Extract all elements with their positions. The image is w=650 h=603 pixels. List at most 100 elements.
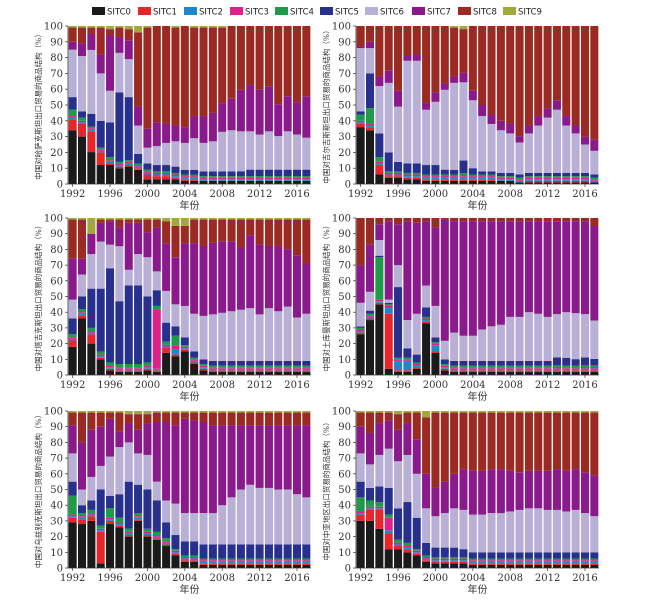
- bar-sitc0-1995: [96, 165, 105, 184]
- bar-sitc9-2001: [152, 411, 161, 413]
- bar-sitc8-2007: [496, 218, 505, 222]
- bar-sitc2-2006: [487, 177, 496, 180]
- bar-sitc1-1995: [96, 152, 105, 166]
- bar-sitc7-2001: [440, 83, 449, 90]
- bar-sitc5-1992: [68, 481, 77, 496]
- bar-sitc6-2011: [246, 131, 255, 170]
- bar-sitc4-2006: [199, 364, 208, 366]
- bar-sitc4-2007: [208, 365, 217, 368]
- bar-sitc8-2005: [190, 412, 199, 421]
- bar-sitc8-1994: [375, 218, 384, 225]
- bar-sitc7-1997: [403, 423, 412, 455]
- bar-sitc8-1992: [356, 412, 365, 427]
- bar-sitc6-1994: [375, 454, 384, 487]
- bar-sitc0-2004: [468, 180, 477, 184]
- bar-sitc7-2015: [283, 249, 292, 307]
- bar-sitc4-2012: [255, 176, 264, 178]
- bar-sitc8-2009: [515, 26, 524, 137]
- bar-sitc7-2007: [496, 469, 505, 514]
- bar-sitc6-2007: [496, 130, 505, 173]
- bar-sitc1-2003: [171, 354, 180, 357]
- bar-sitc8-1998: [412, 412, 421, 440]
- bar-sitc4-1995: [384, 514, 393, 518]
- legend-label-sitc5: SITC5: [335, 8, 359, 18]
- bar-sitc3-2016: [292, 560, 301, 562]
- bar-sitc3-2004: [468, 560, 477, 562]
- x-tick-label: 1992: [348, 189, 373, 200]
- bar-sitc5-2004: [180, 541, 189, 556]
- bar-sitc5-2015: [571, 172, 580, 177]
- bar-sitc2-2002: [450, 560, 459, 562]
- bar-sitc8-2013: [264, 219, 273, 246]
- bar-sitc3-2013: [264, 177, 273, 180]
- bar-sitc9-1992: [68, 26, 77, 28]
- bar-sitc1-1999: [422, 321, 431, 324]
- bar-sitc6-2006: [199, 142, 208, 172]
- bar-sitc3-2014: [562, 367, 571, 369]
- y-tick-label: 60: [50, 85, 63, 96]
- bar-sitc5-1992: [68, 318, 77, 335]
- x-axis-label: 年份: [468, 199, 488, 212]
- bar-sitc6-2005: [190, 313, 199, 352]
- bar-sitc6-1999: [134, 254, 143, 286]
- bar-sitc3-1996: [106, 365, 115, 368]
- bar-sitc4-2000: [143, 169, 152, 172]
- bar-sitc9-1995: [96, 411, 105, 413]
- bar-sitc3-2017: [590, 560, 599, 562]
- bar-sitc0-1993: [366, 520, 375, 568]
- bar-sitc0-2013: [552, 182, 561, 184]
- bar-sitc8-1992: [356, 26, 365, 47]
- bar-sitc3-1997: [115, 163, 124, 166]
- bar-sitc6-2014: [274, 136, 283, 170]
- bar-sitc2-1998: [412, 552, 421, 554]
- bar-sitc7-1993: [78, 43, 87, 57]
- bar-sitc0-2012: [543, 564, 552, 568]
- bar-sitc6-2003: [459, 509, 468, 550]
- bar-sitc8-1993: [366, 218, 375, 245]
- bar-sitc4-2006: [199, 558, 208, 561]
- bar-sitc1-2007: [496, 370, 505, 372]
- bar-sitc7-1992: [356, 46, 365, 49]
- bar-sitc6-2013: [552, 109, 561, 173]
- bar-sitc3-2010: [236, 560, 245, 562]
- bar-sitc1-2011: [534, 370, 543, 372]
- bar-sitc8-2010: [236, 26, 245, 90]
- bar-sitc7-2011: [534, 470, 543, 509]
- x-tick-label: 2000: [423, 573, 448, 584]
- bar-sitc1-2008: [506, 563, 515, 565]
- bar-sitc6-2015: [571, 133, 580, 173]
- bar-sitc8-2005: [478, 26, 487, 105]
- x-axis-label: 年份: [180, 199, 200, 212]
- bar-sitc6-2002: [162, 290, 171, 323]
- bar-sitc8-2016: [292, 412, 301, 426]
- bar-sitc6-2013: [552, 314, 561, 358]
- bar-sitc6-2004: [180, 513, 189, 542]
- bar-sitc7-1998: [124, 40, 133, 60]
- bar-sitc7-2010: [236, 89, 245, 132]
- bar-sitc1-2007: [208, 370, 217, 372]
- bar-sitc4-2010: [524, 558, 533, 561]
- bar-sitc4-2002: [162, 538, 171, 542]
- bar-sitc5-1999: [422, 542, 431, 556]
- bar-sitc2-2011: [534, 368, 543, 371]
- bar-sitc3-1995: [96, 528, 105, 531]
- bar-sitc4-1994: [375, 257, 384, 300]
- bar-sitc6-2015: [571, 313, 580, 360]
- bar-sitc0-2010: [236, 564, 245, 568]
- bar-sitc0-1994: [87, 152, 96, 184]
- bar-sitc2-2007: [208, 179, 217, 181]
- bar-sitc1-1998: [412, 177, 421, 180]
- bar-sitc9-2008: [506, 411, 515, 413]
- bar-sitc1-1998: [124, 165, 133, 167]
- y-tick-label: 100: [332, 407, 351, 418]
- bar-sitc5-2009: [227, 361, 236, 366]
- bar-sitc8-1999: [134, 219, 143, 223]
- bar-sitc9-1996: [106, 26, 115, 30]
- bar-sitc2-1996: [394, 360, 403, 371]
- bar-sitc6-2001: [152, 271, 161, 291]
- bar-sitc7-1999: [422, 473, 431, 509]
- bar-sitc8-2016: [580, 412, 589, 473]
- bar-sitc8-2004: [468, 412, 477, 471]
- bar-sitc4-2009: [227, 558, 236, 561]
- bar-sitc2-1997: [403, 176, 412, 178]
